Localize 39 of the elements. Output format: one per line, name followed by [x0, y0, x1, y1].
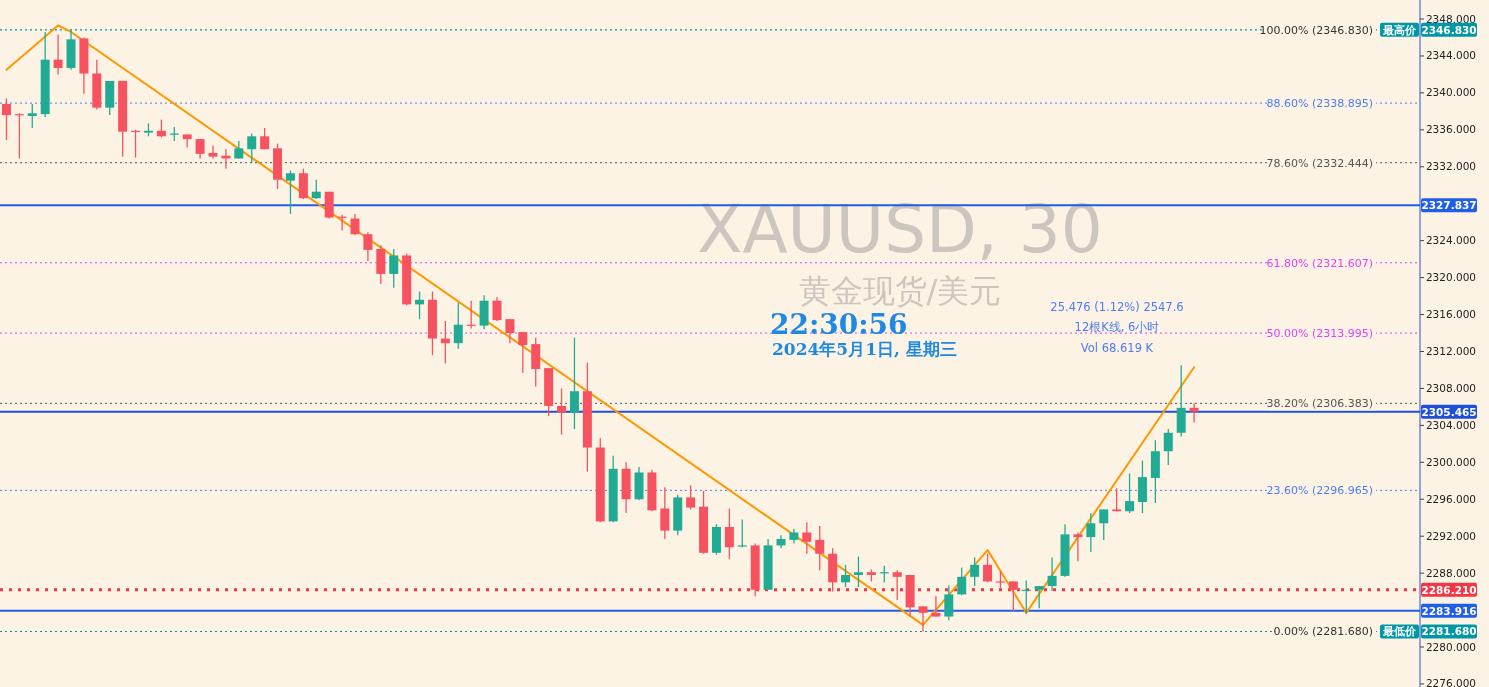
y-tick-label: 2300.000: [1425, 455, 1477, 468]
annotation: Vol 68.619 K: [1080, 341, 1154, 355]
line-series: [5, 24, 1196, 626]
y-tick-label: 2280.000: [1425, 640, 1477, 653]
annotation: 78.60% (2332.444): [1266, 156, 1373, 170]
y-tick-label: 2288.000: [1425, 566, 1477, 579]
annotation: 61.80% (2321.607): [1266, 256, 1373, 270]
annotation: 0.00% (2281.680): [1273, 625, 1373, 639]
y-tick-label: 2312.000: [1425, 344, 1477, 357]
y-tick-label: 2276.000: [1425, 677, 1477, 687]
ref-line-label: 2346.830: [1421, 23, 1477, 36]
annotation: 22:30:56: [770, 308, 908, 341]
y-tick-label: 2336.000: [1425, 123, 1477, 136]
annotation: 最低价: [1382, 625, 1417, 639]
annotation: 50.00% (2313.995): [1266, 327, 1373, 341]
annotation: 88.60% (2338.895): [1266, 97, 1373, 111]
y-tick-label: 2292.000: [1425, 529, 1477, 542]
annotation: 最高价: [1382, 23, 1417, 37]
y-tick-label: 2304.000: [1425, 418, 1477, 431]
y-tick-label: 2340.000: [1425, 86, 1477, 99]
annotation: 25.476 (1.12%) 2547.6: [1050, 300, 1184, 314]
ref-line-label: 2286.210: [1421, 583, 1477, 596]
ref-line-label: 2327.837: [1421, 199, 1477, 212]
y-tick-label: 2308.000: [1425, 381, 1477, 394]
y-tick-label: 2332.000: [1425, 160, 1477, 173]
annotation: 100.00% (2346.830): [1259, 23, 1373, 37]
y-tick-label: 2316.000: [1425, 308, 1477, 321]
y-tick-label: 2348.000: [1425, 12, 1477, 25]
y-tick-label: 2320.000: [1425, 271, 1477, 284]
ref-line-label: 2305.465: [1421, 405, 1477, 418]
annotation: 23.60% (2296.965): [1266, 484, 1373, 498]
y-tick-label: 2296.000: [1425, 492, 1477, 505]
annotation: 12根K线, 6小时: [1074, 320, 1160, 334]
annotation: 38.20% (2306.383): [1266, 397, 1373, 411]
annotation: 2024年5月1日, 星期三: [772, 339, 957, 359]
ref-line-label: 2283.916: [1421, 604, 1477, 617]
ref-line-label: 2281.680: [1421, 625, 1477, 638]
y-tick-label: 2324.000: [1425, 234, 1477, 247]
y-tick-label: 2344.000: [1425, 49, 1477, 62]
